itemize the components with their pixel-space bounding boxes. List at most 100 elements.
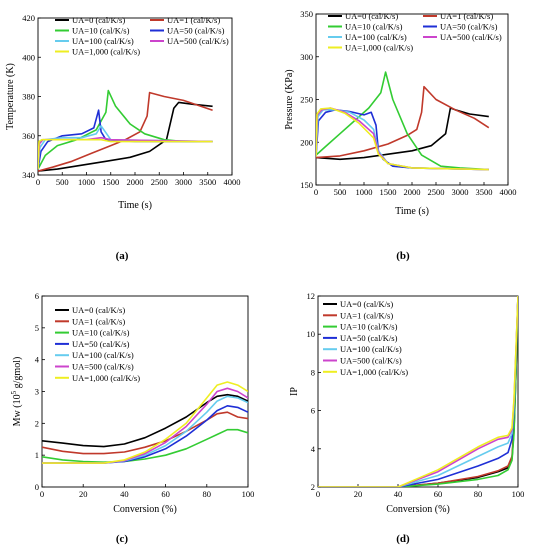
legend: UA=0 (cal/K/s) UA=1 (cal/K/s) UA=10 (cal/K…: [328, 11, 502, 53]
x-tick-label: 2000: [127, 177, 144, 187]
x-tick-label: 100: [512, 489, 525, 499]
x-axis-label: Time (s): [395, 206, 429, 217]
legend-label: UA=500 (cal/K/s): [167, 36, 229, 46]
legend: UA=0 (cal/K/s)UA=1 (cal/K/s) UA=10 (cal/K…: [55, 305, 140, 383]
series-line: [42, 381, 248, 464]
x-tick-label: 80: [203, 489, 212, 499]
series-line: [316, 107, 489, 171]
x-tick-label: 1500: [102, 177, 119, 187]
legend-label: UA=500 (cal/K/s): [340, 356, 402, 366]
series-group: [318, 296, 518, 487]
legend-label: UA=0 (cal/K/s): [340, 299, 393, 309]
x-tick-label: 3500: [476, 187, 493, 197]
x-tick-label: 3500: [199, 177, 216, 187]
x-tick-label: 40: [394, 489, 403, 499]
legend: UA=0 (cal/K/s)UA=1 (cal/K/s) UA=10 (cal/K…: [323, 299, 408, 377]
series-line: [38, 125, 213, 170]
x-tick-label: 2500: [151, 177, 168, 187]
series-line: [316, 109, 489, 171]
x-axis-label: Conversion (%): [113, 504, 177, 515]
series-line: [316, 107, 489, 161]
y-tick-label: 10: [307, 329, 316, 339]
series-line: [38, 89, 213, 170]
x-tick-label: 20: [79, 489, 88, 499]
x-axis-label: Time (s): [118, 200, 152, 211]
series-line: [38, 138, 213, 170]
legend-label: UA=0 (cal/K/s): [72, 15, 125, 25]
legend-label: UA=1,000 (cal/K/s): [72, 373, 140, 383]
y-axis-label: Pressure (KPa): [284, 69, 295, 129]
y-axis-label: IP: [289, 387, 300, 396]
chart-panel-a: 0 500 1000 1500 2000 2500 3000 3500 4000 340 360 38…: [5, 13, 241, 262]
legend-label: UA=1 (cal/K/s): [440, 11, 493, 21]
panel-caption: (d): [396, 533, 410, 545]
x-tick-label: 0: [40, 489, 44, 499]
x-tick-label: 80: [474, 489, 483, 499]
legend: UA=0 (cal/K/s) UA=1 (cal/K/s) UA=10 (cal/K…: [55, 15, 229, 57]
legend-label: UA=500 (cal/K/s): [72, 362, 134, 372]
plot-frame: [317, 295, 519, 488]
legend-label: UA=1,000 (cal/K/s): [72, 47, 140, 57]
series-line: [316, 109, 489, 171]
legend-label: UA=1,000 (cal/K/s): [345, 43, 413, 53]
x-tick-label: 20: [354, 489, 363, 499]
series-line: [38, 101, 213, 172]
x-axis-label: Conversion (%): [386, 504, 450, 515]
series-line: [38, 91, 213, 172]
legend-label: UA=50 (cal/K/s): [167, 26, 225, 36]
y-axis-label: Mw (105 g/gmol): [10, 357, 23, 427]
legend-label: UA=1 (cal/K/s): [72, 316, 125, 326]
series-group: [38, 89, 213, 172]
series-line: [316, 107, 489, 171]
legend-label: UA=100 (cal/K/s): [345, 32, 407, 42]
legend-label: UA=1 (cal/K/s): [167, 15, 220, 25]
series-line: [316, 85, 490, 159]
legend-label: UA=0 (cal/K/s): [345, 11, 398, 21]
x-tick-label: 4000: [500, 187, 517, 197]
legend-label: UA=50 (cal/K/s): [72, 339, 130, 349]
y-tick-label: 2: [35, 418, 39, 428]
x-tick-label: 3000: [452, 187, 469, 197]
legend-label: UA=50 (cal/K/s): [440, 22, 498, 32]
y-tick-label: 350: [300, 9, 313, 19]
series-line: [318, 296, 518, 487]
y-tick-label: 400: [22, 52, 35, 62]
legend-label: UA=10 (cal/K/s): [345, 22, 403, 32]
x-tick-label: 500: [334, 187, 347, 197]
x-tick-label: 3000: [175, 177, 192, 187]
y-axis-label-main: IP: [289, 387, 300, 396]
x-tick-label: 1500: [380, 187, 397, 197]
legend-label: UA=10 (cal/K/s): [72, 26, 130, 36]
x-tick-label: 1000: [356, 187, 373, 197]
y-tick-label: 5: [35, 323, 39, 333]
y-tick-label: 0: [35, 482, 39, 492]
x-tick-label: 60: [434, 489, 443, 499]
panel-caption: (b): [396, 250, 410, 262]
x-tick-label: 0: [314, 187, 318, 197]
y-tick-label: 300: [300, 52, 313, 62]
legend-label: UA=10 (cal/K/s): [340, 322, 398, 332]
chart-panel-c: 0 20 40 60 80 100 0 1 2 3 4 5 6 UA=0 (cal/K/s)UA=1 (c…: [10, 291, 254, 545]
y-tick-label: 200: [300, 137, 313, 147]
y-tick-label: 250: [300, 95, 313, 105]
legend-label: UA=0 (cal/K/s): [72, 305, 125, 315]
y-tick-label: 420: [22, 13, 35, 23]
y-tick-label: 380: [22, 92, 35, 102]
legend-label: UA=100 (cal/K/s): [72, 350, 134, 360]
y-axis-label-main: Pressure (KPa): [284, 69, 295, 129]
y-axis-label-main: Temperature (K): [5, 63, 16, 130]
legend-label: UA=10 (cal/K/s): [72, 328, 130, 338]
series-group: [316, 71, 490, 171]
y-tick-label: 1: [35, 450, 39, 460]
legend-label: UA=100 (cal/K/s): [340, 344, 402, 354]
y-axis-label-main: Mw (10: [12, 394, 23, 426]
panel-caption: (a): [116, 250, 129, 262]
legend-label: UA=500 (cal/K/s): [440, 32, 502, 42]
x-tick-label: 0: [36, 177, 40, 187]
y-axis-label: Temperature (K): [5, 63, 16, 130]
x-tick-label: 500: [56, 177, 69, 187]
x-tick-label: 1000: [78, 177, 95, 187]
panel-caption: (c): [116, 533, 129, 545]
legend-label: UA=1 (cal/K/s): [340, 310, 393, 320]
y-tick-label: 6: [35, 291, 39, 301]
